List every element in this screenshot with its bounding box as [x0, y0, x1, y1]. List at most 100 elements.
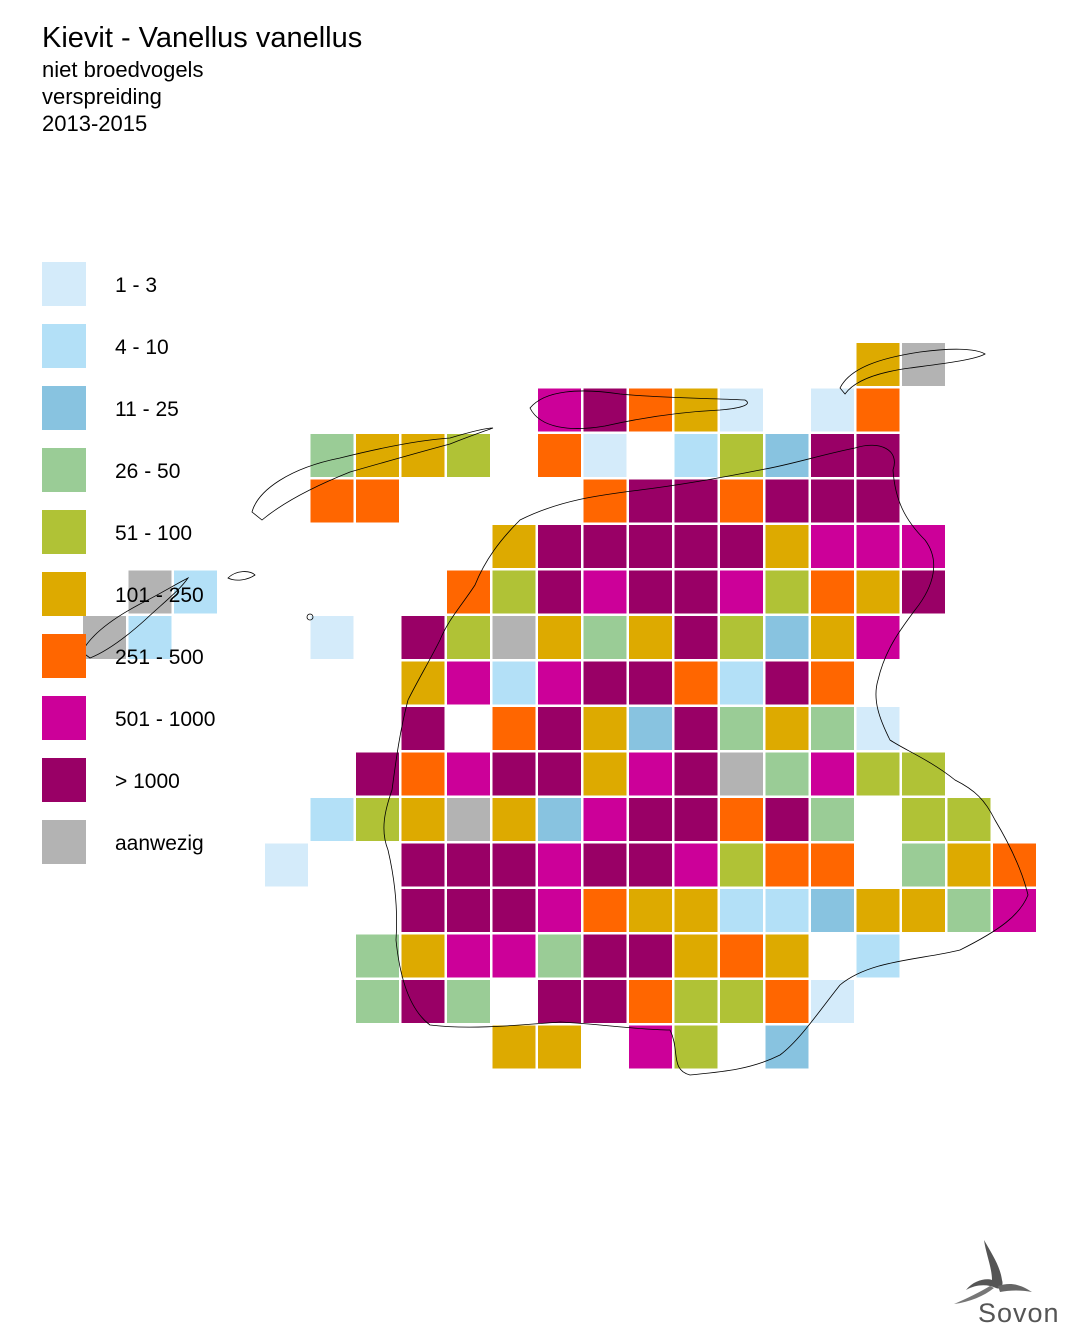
grid-cell	[811, 525, 854, 568]
grid-cell	[629, 661, 672, 705]
grid-cell	[765, 1025, 809, 1069]
grid-cell	[401, 616, 445, 659]
grid-cell	[538, 570, 581, 614]
grid-cell	[902, 570, 945, 614]
grid-cell	[310, 434, 354, 477]
grid-cell	[674, 616, 718, 659]
grid-cell	[447, 980, 490, 1023]
grid-cell	[902, 843, 945, 887]
grid-cell	[765, 616, 809, 659]
grid-cell	[401, 843, 445, 887]
legend-item-11-25: 11 - 25	[42, 386, 302, 430]
grid-cell	[583, 525, 627, 568]
grid-cell	[856, 525, 900, 568]
coastline-outline	[81, 348, 1029, 1076]
grid-cell	[447, 798, 490, 841]
swallow-icon	[954, 1240, 1032, 1304]
grid-cell	[310, 479, 354, 523]
grid-cell	[583, 388, 627, 432]
grid-cell	[765, 934, 809, 978]
grid-cell	[856, 388, 900, 432]
grid-cell	[720, 980, 763, 1023]
grid-cell	[674, 843, 718, 887]
grid-cell	[674, 570, 718, 614]
grid-cell	[310, 798, 354, 841]
grid-cell	[629, 980, 672, 1023]
grid-cell	[765, 479, 809, 523]
grid-cell	[720, 570, 763, 614]
grid-cell	[583, 479, 627, 523]
grid-cell	[811, 889, 854, 932]
grid-cell	[447, 843, 490, 887]
grid-cell	[401, 798, 445, 841]
grid-cell	[811, 479, 854, 523]
map-subtitle-type: verspreiding	[42, 84, 162, 109]
legend-swatch	[42, 820, 86, 864]
legend-swatch	[42, 696, 86, 740]
grid-cell	[720, 434, 763, 477]
grid-cell	[538, 752, 581, 796]
legend-item-26-50: 26 - 50	[42, 448, 302, 492]
grid-cell	[720, 616, 763, 659]
grid-cell	[629, 752, 672, 796]
grid-cell	[629, 1025, 672, 1069]
legend-item-501-1000: 501 - 1000	[42, 696, 302, 740]
grid-cell	[265, 843, 308, 887]
grid-cell	[356, 934, 399, 978]
grid-cell	[856, 343, 900, 386]
grid-cell	[447, 616, 490, 659]
grid-cell	[902, 798, 945, 841]
legend-item-51-100: 51 - 100	[42, 510, 302, 554]
grid-cell	[765, 798, 809, 841]
map-subtitle-period: 2013-2015	[42, 111, 148, 136]
grid-cell	[401, 707, 445, 750]
grid-cell	[492, 570, 536, 614]
legend-label: > 1000	[115, 770, 180, 793]
grid-cell	[811, 980, 854, 1023]
grid-cell	[629, 934, 672, 978]
grid-cell	[447, 889, 490, 932]
grid-cell	[674, 479, 718, 523]
grid-cell	[811, 661, 854, 705]
grid-cell	[538, 388, 581, 432]
map-title-block: Kievit - Vanellus vanellus niet broedvog…	[42, 24, 362, 137]
grid-cell	[720, 661, 763, 705]
grid-cell	[629, 798, 672, 841]
grid-cell	[947, 798, 991, 841]
grid-cell	[765, 707, 809, 750]
legend-item-251-500: 251 - 500	[42, 634, 302, 678]
grid-cell	[492, 889, 536, 932]
grid-cell	[583, 616, 627, 659]
legend-label: 501 - 1000	[115, 708, 216, 731]
grid-cell	[856, 889, 900, 932]
grid-cell	[447, 934, 490, 978]
grid-cell	[583, 661, 627, 705]
legend-swatch	[42, 758, 86, 802]
grid-cell	[538, 934, 581, 978]
grid-cell	[947, 889, 991, 932]
legend-label: aanwezig	[115, 832, 204, 855]
grid-cell	[765, 525, 809, 568]
grid-cell	[811, 434, 854, 477]
grid-cell	[492, 843, 536, 887]
grid-cell	[811, 616, 854, 659]
grid-cell	[720, 889, 763, 932]
grid-cell	[765, 980, 809, 1023]
grid-cell	[83, 616, 126, 659]
legend-label: 11 - 25	[115, 398, 179, 421]
grid-cell	[401, 934, 445, 978]
grid-cell	[310, 616, 354, 659]
legend-swatch	[42, 386, 86, 430]
grid-cell	[629, 570, 672, 614]
grid-cell	[356, 434, 399, 477]
legend-swatch	[42, 262, 86, 306]
grid-cell	[811, 388, 854, 432]
legend-label: 1 - 3	[115, 274, 158, 297]
grid-cell	[401, 980, 445, 1023]
grid-cell	[856, 434, 900, 477]
grid-cell	[538, 661, 581, 705]
grid-cell	[674, 661, 718, 705]
grid-cell	[765, 661, 809, 705]
grid-cell	[720, 525, 763, 568]
grid-cell	[674, 388, 718, 432]
